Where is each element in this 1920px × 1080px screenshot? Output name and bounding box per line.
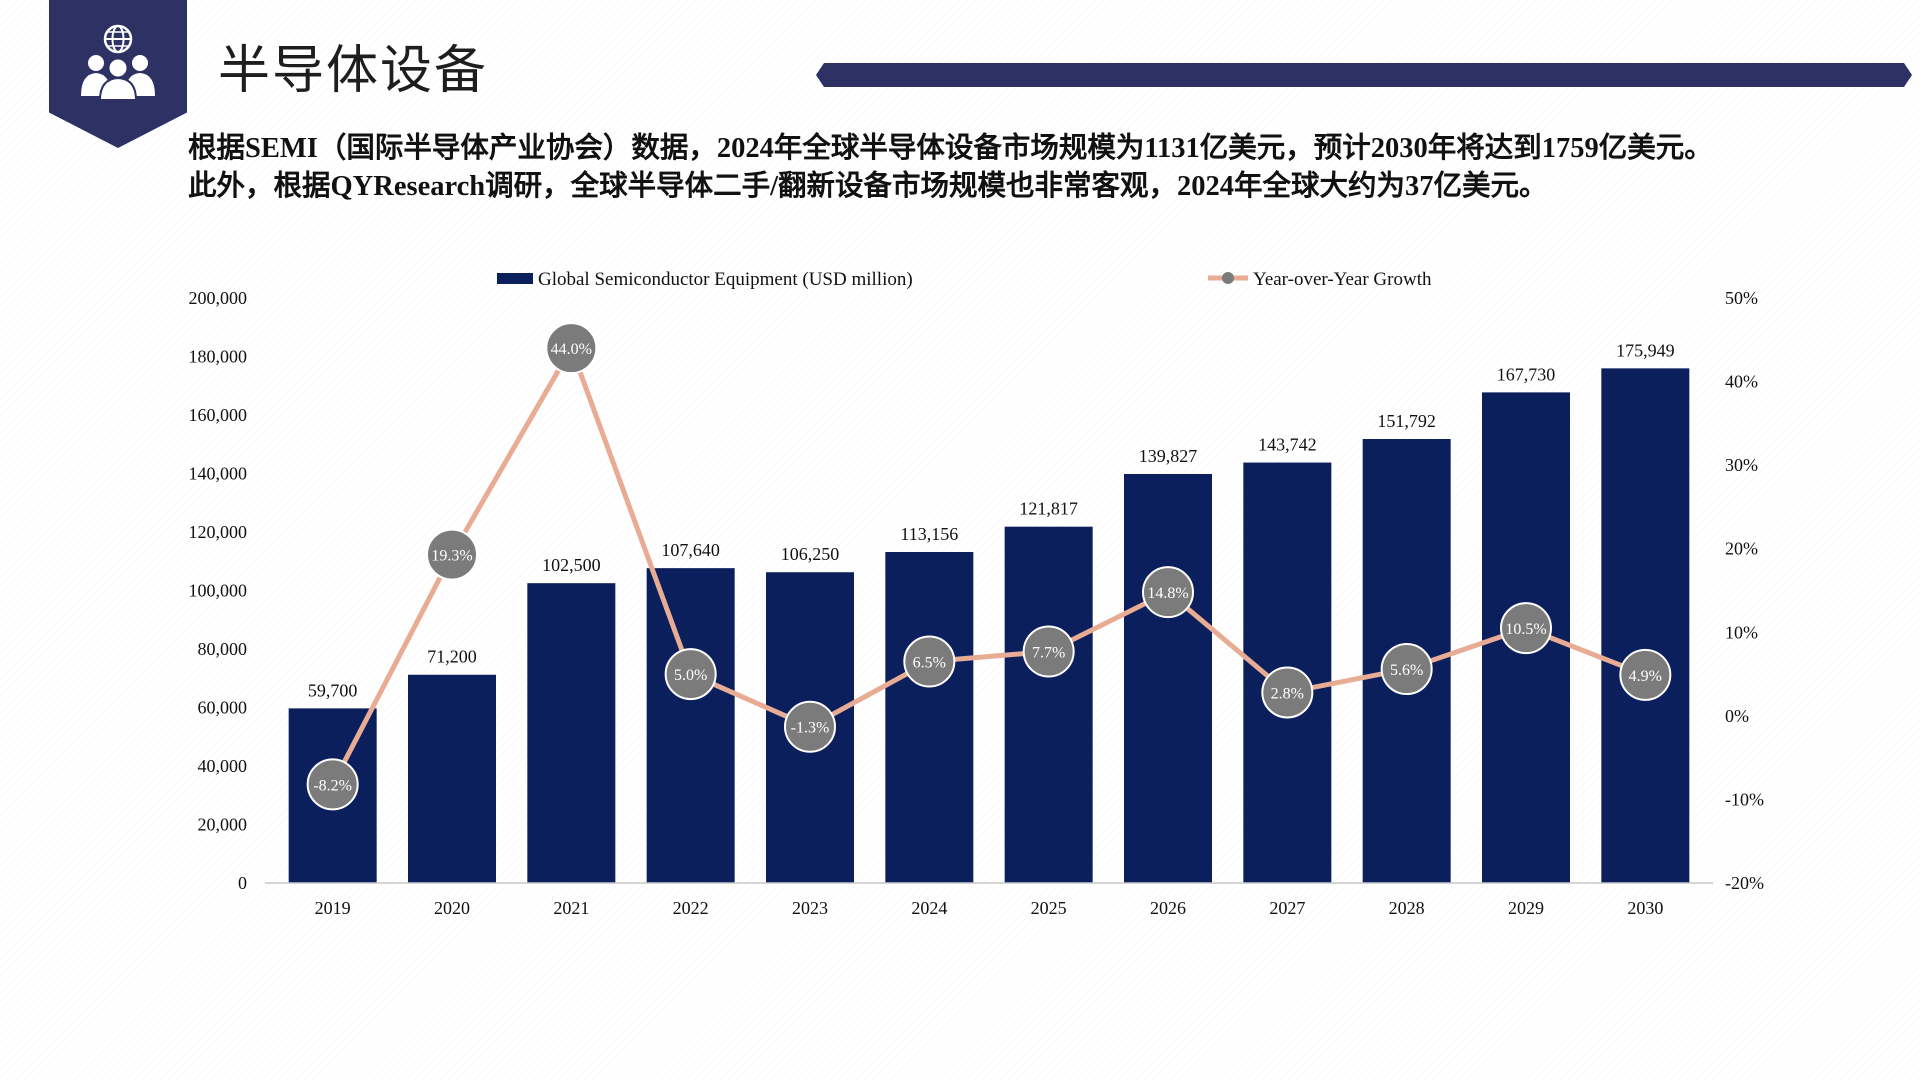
legend-label-bars: Global Semiconductor Equipment (USD mill… <box>538 269 913 290</box>
legend-label-line: Year-over-Year Growth <box>1253 269 1432 290</box>
growth-point <box>784 700 836 753</box>
x-axis-tick-label: 2023 <box>792 898 828 918</box>
growth-point <box>1500 602 1552 655</box>
x-axis-tick-label: 2028 <box>1389 898 1425 918</box>
intro-line-1: 根据SEMI（国际半导体产业协会）数据，2024年全球半导体设备市场规模为113… <box>188 133 1713 164</box>
growth-point-label: 7.7% <box>1032 645 1065 662</box>
growth-point <box>545 322 598 375</box>
y-axis-tick-label: 80,000 <box>198 639 248 659</box>
bar-value-label: 139,827 <box>1139 446 1198 466</box>
bar-value-label: 113,156 <box>900 524 958 544</box>
growth-point <box>1619 648 1672 701</box>
y2-axis-tick-label: 20% <box>1725 539 1758 559</box>
y2-axis-tick-label: 10% <box>1725 622 1758 642</box>
legend-marker <box>1222 272 1234 284</box>
bar <box>408 674 496 883</box>
y-axis-tick-label: 120,000 <box>189 522 248 542</box>
y-axis-tick-label: 0 <box>238 873 247 893</box>
legend-swatch-bars <box>497 273 533 284</box>
bar-value-label: 71,200 <box>427 647 477 667</box>
y-axis-tick-label: 140,000 <box>189 464 248 484</box>
x-axis-tick-label: 2021 <box>553 898 589 918</box>
x-axis-tick-label: 2022 <box>673 898 709 918</box>
bar-value-label: 59,700 <box>308 680 358 700</box>
bar <box>1124 474 1212 883</box>
growth-point-label: -1.3% <box>791 720 830 737</box>
y-axis-tick-label: 180,000 <box>189 347 248 367</box>
y2-axis-tick-label: 0% <box>1725 706 1749 726</box>
growth-point-label: -8.2% <box>313 777 352 794</box>
y2-axis-tick-label: -20% <box>1725 873 1764 893</box>
y-axis-tick-label: 60,000 <box>198 698 248 718</box>
y2-axis-tick-label: 50% <box>1725 288 1758 308</box>
x-axis-tick-label: 2024 <box>911 898 947 918</box>
x-axis-tick-label: 2030 <box>1627 898 1663 918</box>
growth-point-label: 44.0% <box>551 341 592 358</box>
title-bar <box>816 63 1912 87</box>
growth-point <box>664 648 717 701</box>
growth-point-label: 6.5% <box>913 655 946 672</box>
growth-point <box>1380 643 1433 696</box>
y-axis-tick-label: 20,000 <box>198 815 248 835</box>
intro-line-2: 此外，根据QYResearch调研，全球半导体二手/翻新设备市场规模也非常客观，… <box>188 171 1548 202</box>
y-axis-tick-label: 40,000 <box>198 756 248 776</box>
bar-value-label: 167,730 <box>1497 364 1556 384</box>
growth-point-label: 14.8% <box>1147 585 1188 602</box>
y2-axis-tick-label: -10% <box>1725 789 1764 809</box>
growth-point <box>903 635 956 688</box>
bar-value-label: 175,949 <box>1616 340 1675 360</box>
y-axis-tick-label: 200,000 <box>189 288 248 308</box>
intro-text: 根据SEMI（国际半导体产业协会）数据，2024年全球半导体设备市场规模为113… <box>188 130 1908 206</box>
bar-value-label: 107,640 <box>661 540 720 560</box>
growth-point <box>1261 666 1314 719</box>
x-axis-tick-label: 2019 <box>315 898 351 918</box>
bar-value-label: 106,250 <box>781 544 840 564</box>
y-axis-tick-label: 160,000 <box>189 405 248 425</box>
bar <box>527 583 616 883</box>
y2-axis-tick-label: 30% <box>1725 455 1758 475</box>
growth-point <box>306 758 359 811</box>
bar <box>1601 368 1690 883</box>
growth-point <box>1142 566 1194 619</box>
globe-people-icon <box>81 24 155 101</box>
growth-point-label: 4.9% <box>1629 668 1662 685</box>
growth-point-label: 19.3% <box>431 548 472 565</box>
x-axis-tick-label: 2020 <box>434 898 470 918</box>
growth-point-label: 5.6% <box>1390 662 1423 679</box>
y2-axis-tick-label: 40% <box>1725 372 1758 392</box>
header-badge <box>49 0 187 148</box>
x-axis-tick-label: 2026 <box>1150 898 1186 918</box>
bar <box>885 552 974 883</box>
growth-point-label: 10.5% <box>1505 621 1546 638</box>
x-axis-tick-label: 2025 <box>1031 898 1067 918</box>
growth-point <box>1022 625 1075 678</box>
page-title: 半导体设备 <box>218 41 489 101</box>
bar-value-label: 102,500 <box>542 555 601 575</box>
bar-value-label: 151,792 <box>1377 411 1436 431</box>
bar-value-label: 121,817 <box>1019 499 1078 519</box>
bar <box>1004 526 1093 883</box>
growth-point <box>426 528 478 581</box>
x-axis-tick-label: 2029 <box>1508 898 1544 918</box>
x-axis-tick-label: 2027 <box>1269 898 1305 918</box>
bar-value-label: 143,742 <box>1258 435 1317 455</box>
bar <box>646 568 735 883</box>
growth-point-label: 2.8% <box>1271 685 1304 702</box>
growth-point-label: 5.0% <box>674 667 707 684</box>
y-axis-tick-label: 100,000 <box>189 581 248 601</box>
